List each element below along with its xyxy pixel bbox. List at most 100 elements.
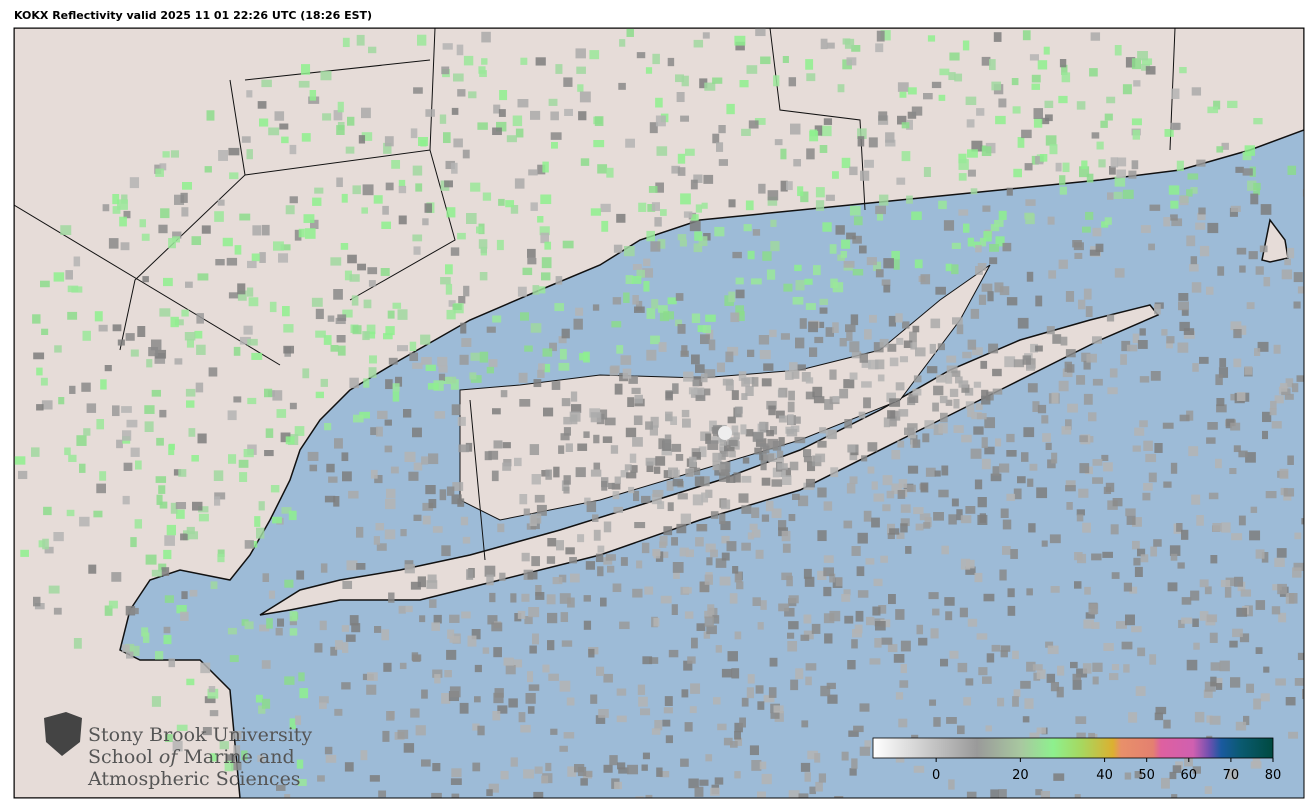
radar-echo xyxy=(995,236,1005,247)
radar-echo xyxy=(412,427,422,438)
radar-echo xyxy=(633,415,643,426)
radar-echo xyxy=(998,789,1007,798)
radar-echo xyxy=(447,629,455,639)
radar-echo xyxy=(577,443,588,451)
radar-echo xyxy=(898,718,908,728)
map-title: KOKX Reflectivity valid 2025 11 01 22:26… xyxy=(14,9,372,22)
radar-echo xyxy=(463,285,470,297)
radar-echo xyxy=(180,533,188,541)
radar-echo xyxy=(570,391,578,402)
radar-echo xyxy=(155,349,167,359)
radar-echo xyxy=(281,136,289,144)
radar-echo xyxy=(937,343,945,351)
radar-echo xyxy=(269,301,277,313)
radar-echo xyxy=(185,281,193,288)
radar-echo xyxy=(1013,488,1022,500)
radar-echo xyxy=(981,458,991,470)
radar-echo xyxy=(875,43,884,53)
radar-echo xyxy=(548,98,558,106)
radar-echo xyxy=(445,264,453,275)
radar-echo xyxy=(195,382,204,393)
radar-echo xyxy=(432,669,443,678)
radar-echo xyxy=(854,624,863,634)
radar-echo xyxy=(247,397,257,405)
radar-echo xyxy=(1277,583,1287,595)
radar-echo xyxy=(377,410,388,420)
long-island xyxy=(259,304,1160,616)
radar-echo xyxy=(244,540,254,549)
radar-echo xyxy=(1278,612,1287,623)
radar-echo xyxy=(412,362,423,369)
radar-echo xyxy=(429,599,437,608)
radar-echo xyxy=(231,761,242,771)
radar-echo xyxy=(726,103,735,115)
radar-echo xyxy=(1085,612,1095,619)
radar-echo xyxy=(381,629,390,641)
radar-echo xyxy=(1245,452,1256,463)
radar-echo xyxy=(1210,555,1218,564)
radar-echo xyxy=(987,291,994,302)
radar-echo xyxy=(534,766,543,774)
radar-echo xyxy=(1006,433,1015,443)
radar-echo xyxy=(933,512,944,521)
radar-echo xyxy=(1030,343,1039,353)
radar-echo xyxy=(857,128,867,139)
radar-echo xyxy=(559,745,568,752)
radar-echo xyxy=(1265,491,1277,499)
radar-echo xyxy=(733,472,741,483)
radar-echo xyxy=(1022,30,1031,41)
radar-echo xyxy=(151,389,162,397)
radar-echo xyxy=(472,762,481,772)
radar-echo xyxy=(188,428,196,437)
radar-echo xyxy=(497,523,505,533)
radar-echo xyxy=(486,326,496,333)
radar-echo xyxy=(450,778,462,785)
radar-echo xyxy=(741,475,752,483)
radar-echo xyxy=(636,52,646,59)
radar-echo xyxy=(642,268,654,278)
radar-echo xyxy=(1022,355,1031,365)
radar-echo xyxy=(1255,600,1266,610)
radar-echo xyxy=(166,524,176,536)
radar-echo xyxy=(1128,712,1138,723)
radar-echo xyxy=(1036,727,1046,734)
radar-echo xyxy=(645,457,657,466)
radar-echo xyxy=(704,616,714,627)
radar-echo xyxy=(1149,654,1157,665)
radar-echo xyxy=(554,303,565,312)
radar-echo xyxy=(1170,462,1178,474)
radar-echo xyxy=(1002,546,1011,555)
radar-echo xyxy=(1033,118,1043,128)
radar-echo xyxy=(735,41,745,51)
radar-echo xyxy=(561,398,571,407)
radar-echo xyxy=(1274,395,1284,404)
radar-echo xyxy=(681,689,689,698)
radar-echo xyxy=(1086,173,1094,183)
radar-echo xyxy=(1133,557,1141,566)
radar-echo xyxy=(296,759,304,769)
radar-echo xyxy=(126,419,138,428)
radar-echo xyxy=(83,428,91,436)
radar-echo xyxy=(643,258,651,267)
radar-echo xyxy=(751,529,761,538)
radar-echo xyxy=(558,336,567,344)
radar-echo xyxy=(208,686,216,693)
radar-echo xyxy=(718,464,726,473)
radar-echo xyxy=(1150,546,1158,557)
radar-echo xyxy=(1033,108,1044,119)
radar-echo xyxy=(36,367,43,376)
radar-echo xyxy=(246,90,253,98)
radar-echo xyxy=(1236,247,1247,255)
radar-echo xyxy=(1271,421,1282,429)
radar-echo xyxy=(910,342,917,350)
radar-echo xyxy=(655,182,664,193)
radar-echo xyxy=(1078,488,1089,498)
radar-echo xyxy=(933,385,944,396)
radar-echo xyxy=(246,287,254,297)
radar-echo xyxy=(1229,468,1237,475)
radar-echo xyxy=(770,712,780,719)
radar-echo xyxy=(693,39,704,48)
radar-echo xyxy=(1111,664,1120,671)
radar-echo xyxy=(571,404,582,413)
radar-echo xyxy=(852,269,864,276)
